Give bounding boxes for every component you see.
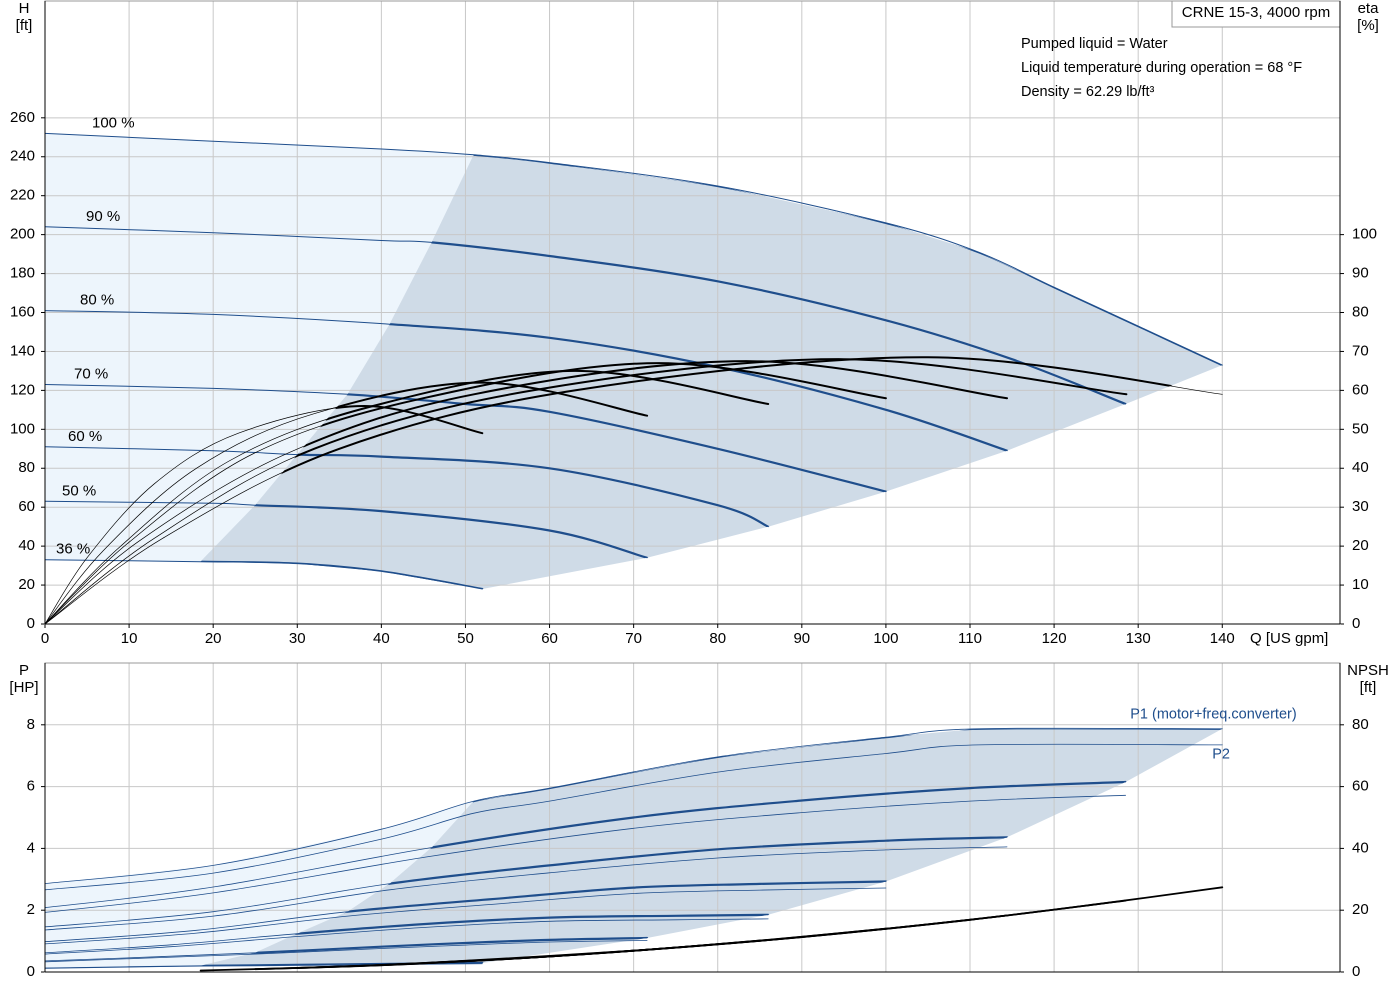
y2-tick-label: 80: [1352, 303, 1369, 320]
x-tick-label: 40: [373, 630, 390, 647]
x-tick-label: 10: [121, 630, 138, 647]
x-tick-label: 80: [709, 630, 726, 647]
head-curve-operating: [200, 558, 484, 590]
y-axis-label: [ft]: [16, 17, 33, 34]
y-tick-label: 8: [27, 716, 35, 733]
x-tick-label: 50: [457, 630, 474, 647]
p2-curve: [44, 846, 1008, 931]
y2-axis-label: NPSH: [1347, 662, 1389, 679]
y-tick-label: 80: [18, 459, 35, 476]
y-tick-label: 4: [27, 839, 35, 856]
x-tick-label: 100: [873, 630, 898, 647]
x-tick-label: 110: [958, 630, 982, 647]
p1-curve: [44, 727, 1223, 884]
y2-tick-label: 20: [1352, 901, 1369, 918]
y-tick-label: 260: [10, 109, 35, 126]
legend-p1: P1 (motor+freq.converter): [1130, 707, 1296, 723]
y2-tick-label: 0: [1352, 615, 1360, 632]
speed-label: 80 %: [80, 292, 114, 309]
speed-label: 100 %: [92, 114, 135, 131]
p1-curve-operating: [200, 880, 887, 943]
x-tick-label: 120: [1042, 630, 1067, 647]
y-tick-label: 2: [27, 901, 35, 918]
speed-label: 36 %: [56, 541, 90, 558]
head-curve: [44, 132, 1223, 366]
p1-curve-operating: [200, 913, 770, 954]
y-tick-label: 40: [18, 537, 35, 554]
p2-curve: [44, 887, 887, 945]
y-tick-label: 0: [27, 615, 35, 632]
y-tick-label: 160: [10, 303, 35, 320]
y2-tick-label: 50: [1352, 420, 1369, 437]
speed-label: 70 %: [74, 366, 108, 383]
speed-label: 60 %: [68, 428, 102, 445]
y-tick-label: 20: [18, 576, 35, 593]
y2-tick-label: 60: [1352, 381, 1369, 398]
y2-tick-label: 70: [1352, 342, 1369, 359]
annotation: Pumped liquid = Water: [1021, 36, 1168, 52]
y2-tick-label: 40: [1352, 839, 1369, 856]
y2-tick-label: 100: [1352, 226, 1377, 243]
y-tick-label: 240: [10, 148, 35, 165]
y2-tick-label: 60: [1352, 778, 1369, 795]
light-area: [45, 133, 474, 562]
x-tick-label: 30: [289, 630, 306, 647]
legend-p2: P2: [1212, 747, 1230, 763]
y2-tick-label: 10: [1352, 576, 1369, 593]
efficiency-curve-operating: [200, 358, 1128, 590]
x-tick-label: 20: [205, 630, 222, 647]
annotation: Density = 62.29 lb/ft³: [1021, 84, 1155, 100]
y-tick-label: 120: [10, 381, 35, 398]
p2-curve: [44, 794, 1126, 913]
x-axis-label: Q [US gpm]: [1250, 630, 1328, 647]
y2-tick-label: 20: [1352, 537, 1369, 554]
y2-tick-label: 90: [1352, 265, 1369, 282]
y-tick-label: 220: [10, 187, 35, 204]
y-axis-label: [HP]: [9, 679, 38, 696]
p1-curve-operating: [200, 936, 649, 962]
x-tick-label: 140: [1210, 630, 1235, 647]
annotation: Liquid temperature during operation = 68…: [1021, 60, 1302, 76]
y2-axis-label: [%]: [1357, 17, 1379, 34]
speed-label: 50 %: [62, 482, 96, 499]
y-tick-label: 100: [10, 420, 35, 437]
y-tick-label: 200: [10, 226, 35, 243]
y-tick-label: 140: [10, 342, 35, 359]
y2-tick-label: 40: [1352, 459, 1369, 476]
y-tick-label: 0: [27, 963, 35, 980]
y-tick-label: 180: [10, 265, 35, 282]
x-tick-label: 70: [625, 630, 642, 647]
p2-curve: [44, 918, 769, 955]
x-tick-label: 130: [1126, 630, 1151, 647]
efficiency-curve-operating: [200, 369, 770, 590]
x-tick-label: 0: [41, 630, 49, 647]
npsh-curve: [199, 959, 484, 972]
y2-axis-label: eta: [1358, 0, 1380, 17]
y-axis-label: H: [19, 0, 30, 17]
efficiency-curve-operating: [200, 360, 1008, 590]
head-curve-operating: [200, 500, 649, 559]
x-tick-label: 60: [541, 630, 558, 647]
title-box: [1171, 0, 1341, 28]
chart-title: CRNE 15-3, 4000 rpm: [1182, 4, 1330, 21]
y-tick-label: 60: [18, 498, 35, 515]
p2-curve: [44, 940, 648, 963]
y-tick-label: 6: [27, 778, 35, 795]
efficiency-curve-operating: [200, 356, 1223, 590]
y2-tick-label: 0: [1352, 963, 1360, 980]
y2-tick-label: 30: [1352, 498, 1369, 515]
p2-curve: [44, 743, 1223, 891]
y2-axis-label: [ft]: [1360, 679, 1377, 696]
x-tick-label: 90: [793, 630, 810, 647]
y2-tick-label: 80: [1352, 716, 1369, 733]
speed-label: 90 %: [86, 208, 120, 225]
y-axis-label: P: [19, 662, 29, 679]
